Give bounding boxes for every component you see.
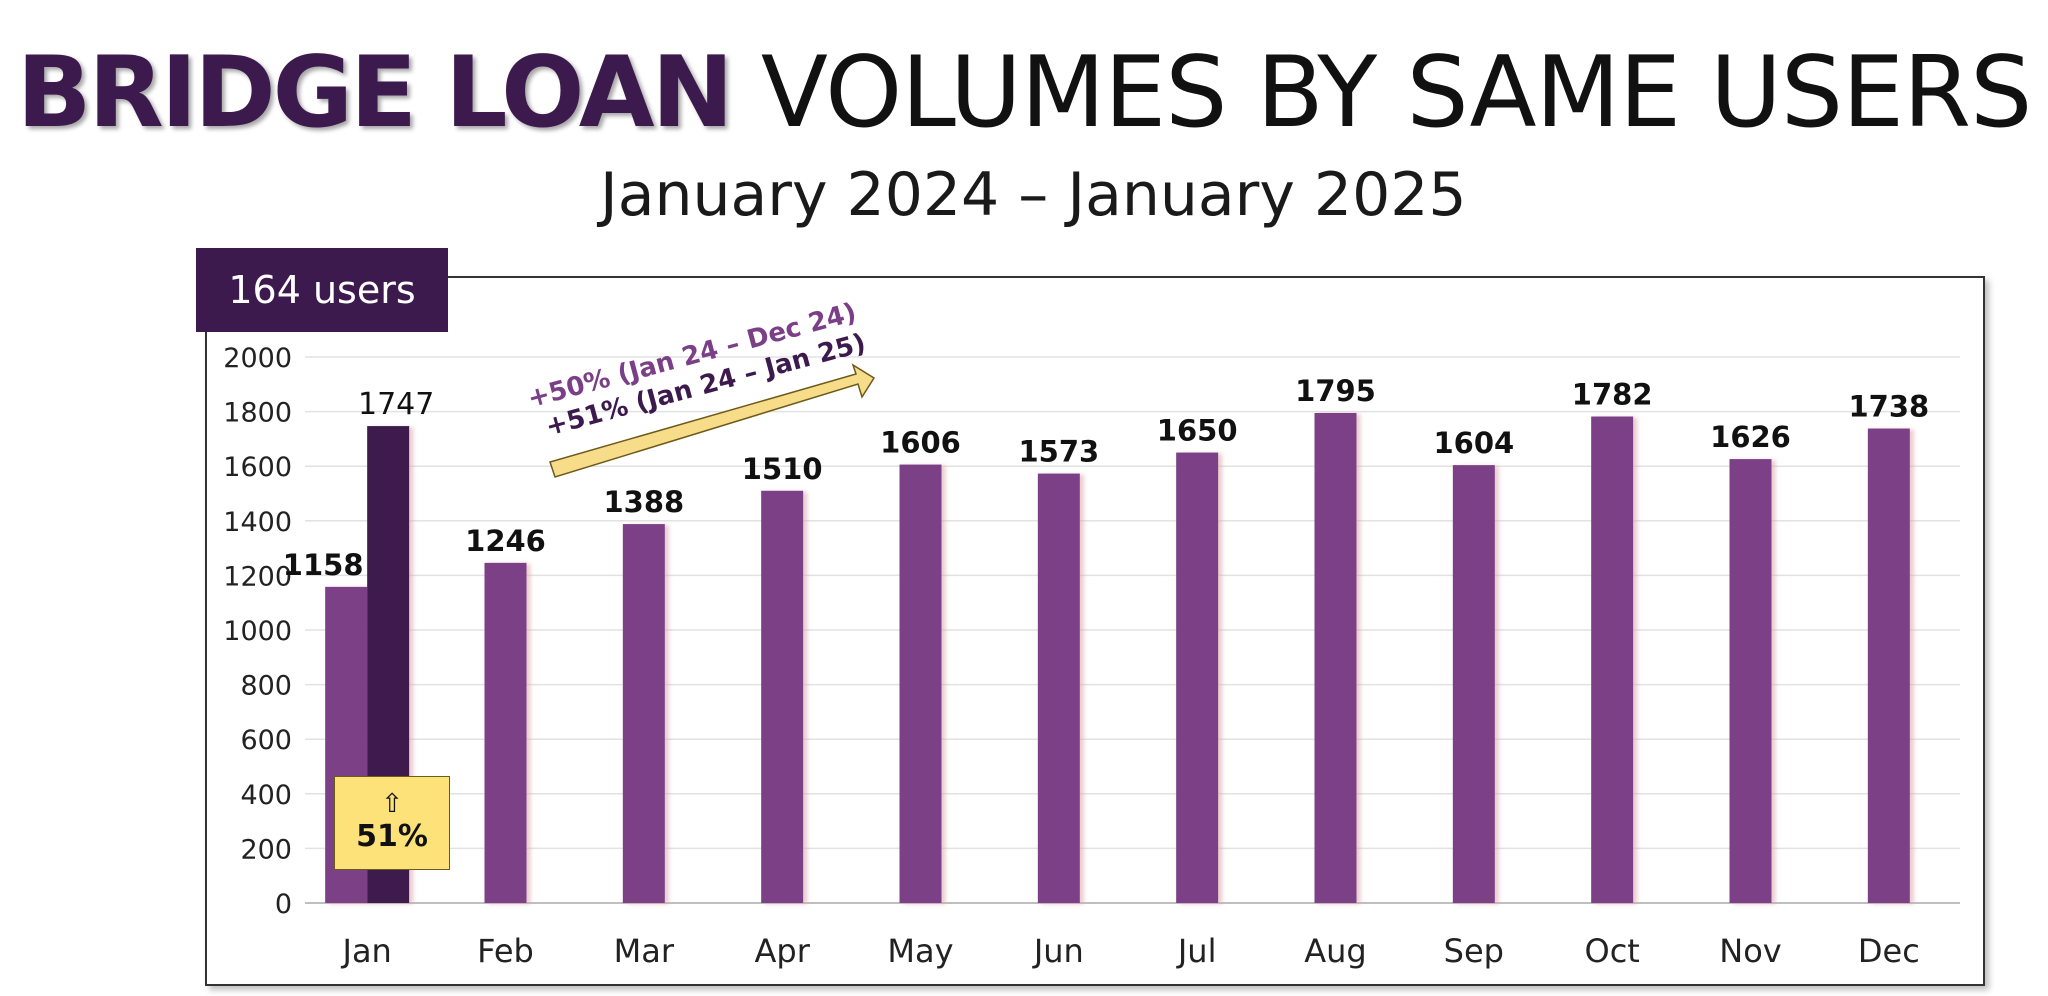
chart-subtitle: January 2024 – January 2025 (600, 160, 1467, 230)
value-label: 1650 (1157, 414, 1238, 448)
value-label: 1388 (603, 485, 684, 519)
gridlines (305, 356, 1960, 904)
bar-feb-2024 (484, 562, 527, 903)
y-tick-label: 2000 (223, 343, 292, 374)
x-axis-categories: Jan Feb Mar Apr May Jun Jul Aug Sep Oct Nov Dec (341, 932, 1920, 970)
up-arrow-icon: ⇧ (381, 789, 403, 819)
x-tick-label: Oct (1585, 932, 1640, 970)
bar-dec-2024 (1867, 428, 1910, 903)
x-tick-label: Jul (1176, 932, 1217, 970)
y-tick-label: 0 (275, 889, 292, 920)
y-tick-label: 200 (240, 834, 292, 865)
value-label: 1738 (1848, 390, 1929, 424)
value-label: 1782 (1572, 378, 1653, 412)
bar-mar-2024 (622, 524, 665, 903)
x-tick-label: Mar (614, 932, 675, 970)
y-tick-label: 600 (240, 725, 292, 756)
value-label: 1246 (465, 524, 546, 558)
x-tick-label: Dec (1858, 932, 1920, 970)
x-tick-label: Feb (477, 932, 534, 970)
value-label: 1510 (742, 452, 823, 486)
bar-apr-2024 (761, 490, 804, 903)
value-label: 1795 (1295, 374, 1376, 408)
bars (325, 412, 1910, 903)
x-tick-label: Jun (1032, 932, 1084, 970)
y-tick-label: 400 (240, 780, 292, 811)
x-tick-label: May (887, 932, 953, 970)
value-label: 1604 (1433, 426, 1514, 460)
title-light: VOLUMES BY SAME USERS (760, 36, 2032, 150)
value-label: 1573 (1018, 435, 1099, 469)
bar-jun-2024 (1037, 473, 1080, 903)
chart-title: BRIDGE LOAN VOLUMES BY SAME USERS (0, 38, 2048, 148)
y-axis-ticks: 0 200 400 600 800 1000 1200 1400 1600 1800 2000 (223, 343, 292, 920)
bar-jul-2024 (1176, 452, 1219, 903)
x-tick-label: Nov (1719, 932, 1781, 970)
growth-percentage: 51% (356, 819, 428, 854)
users-badge: 164 users (196, 248, 448, 332)
y-tick-label: 1800 (223, 398, 292, 429)
value-label: 1606 (880, 426, 961, 460)
value-label: 1626 (1710, 420, 1791, 454)
y-tick-label: 1200 (223, 561, 292, 592)
bar-aug-2024 (1314, 412, 1357, 903)
y-tick-label: 800 (240, 671, 292, 702)
y-tick-label: 1600 (223, 452, 292, 483)
bar-oct-2024 (1591, 416, 1634, 903)
bar-sep-2024 (1452, 465, 1495, 903)
growth-callout: ⇧ 51% (334, 776, 450, 870)
bar-may-2024 (899, 464, 942, 903)
y-tick-label: 1400 (223, 507, 292, 538)
title-bold: BRIDGE LOAN (16, 36, 734, 150)
x-tick-label: Apr (754, 932, 810, 970)
y-tick-label: 1000 (223, 616, 292, 647)
value-label: 1158 (283, 548, 364, 582)
x-tick-label: Aug (1304, 932, 1366, 970)
value-label: 1747 (358, 387, 434, 422)
growth-annotation: +50% (Jan 24 – Dec 24) +51% (Jan 24 – Ja… (525, 298, 869, 443)
x-tick-label: Jan (341, 932, 392, 970)
bar-nov-2024 (1729, 459, 1772, 903)
x-tick-label: Sep (1444, 932, 1504, 970)
